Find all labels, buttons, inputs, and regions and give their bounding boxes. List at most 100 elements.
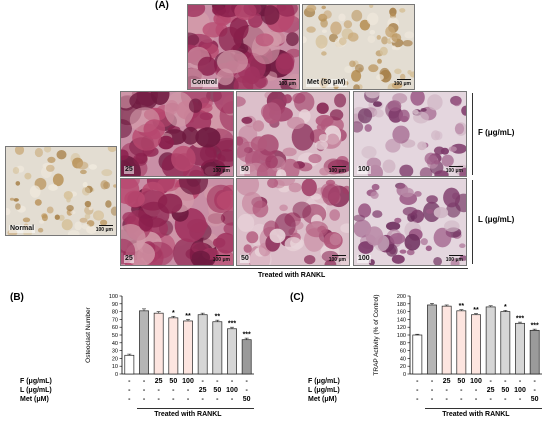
scale-bar-text: 100 μm <box>445 257 463 263</box>
y-axis-label: Osteoclast Number <box>85 306 92 362</box>
y-tick-label: 40 <box>400 356 406 362</box>
bar <box>153 312 164 375</box>
y-tick-label: 180 <box>397 302 406 308</box>
bar <box>529 329 540 375</box>
table-cell: - <box>489 378 492 385</box>
table-cell: - <box>245 378 248 385</box>
table-cell: 25 <box>154 378 163 385</box>
micrograph-caption: 25 <box>124 166 134 174</box>
bar <box>241 339 252 375</box>
table-row-label: F (μg/mL) <box>20 378 52 385</box>
scale-bar-line <box>449 255 463 256</box>
table-cell: - <box>216 378 219 385</box>
y-tick-label: 140 <box>397 317 406 323</box>
table-cell: - <box>142 387 146 394</box>
bar <box>197 314 208 375</box>
scale-bar-text: 100 μm <box>393 81 411 87</box>
scale-bar-text: 100 μm <box>445 168 463 174</box>
table-cell: 100 <box>470 378 482 385</box>
y-tick-label: 120 <box>397 325 406 331</box>
scale-bar-line <box>216 255 230 256</box>
table-cell: - <box>201 378 204 385</box>
micrograph-l-25: 25 100 μm <box>120 178 234 266</box>
micrograph-texture <box>303 5 414 89</box>
y-tick-label: 50 <box>112 333 118 339</box>
table-cell: - <box>416 378 419 385</box>
significance-mark: ** <box>473 307 479 314</box>
bar <box>124 354 135 375</box>
micrograph-texture <box>354 179 466 265</box>
micrograph-caption: 50 <box>240 166 250 174</box>
scale-bar-text: 100 μm <box>278 81 296 87</box>
table-cell: - <box>518 378 522 385</box>
y-tick-label: 0 <box>115 372 118 378</box>
table-b: F (μg/mL) - -25 50 100- - - - L (μg/mL) - - - - -25 50… <box>0 378 260 423</box>
table-cell: - <box>474 396 478 403</box>
y-tick-label: 70 <box>112 317 118 323</box>
micrograph-l-50: 50 100 μm <box>236 178 350 266</box>
table-cell: - <box>445 387 448 394</box>
table-cell: - <box>230 396 234 403</box>
table-row-label: Met (μM) <box>20 396 49 403</box>
table-cell: - <box>533 378 536 385</box>
scale-bar-line <box>332 166 346 167</box>
table-cell: - <box>430 387 434 394</box>
y-tick-label: 80 <box>112 310 118 316</box>
table-cell: 50 <box>530 396 539 403</box>
significance-mark: * <box>172 310 175 317</box>
table-cell: - <box>533 387 536 394</box>
significance-mark: ** <box>215 314 221 321</box>
bar <box>183 320 193 375</box>
bar <box>500 311 511 375</box>
significance-mark: *** <box>516 316 524 323</box>
table-cell: - <box>128 396 131 403</box>
treated-label: Treated with RANKL <box>442 411 510 418</box>
treated-underline-a <box>120 268 468 269</box>
micrograph-control: Control 100 μm <box>187 4 300 90</box>
table-cell: - <box>172 396 175 403</box>
micrograph-met: Met (50 μM) 100 μm <box>302 4 415 90</box>
table-cell: - <box>142 396 146 403</box>
table-cell: 100 <box>182 378 194 385</box>
panel-b-label: (B) <box>10 292 24 303</box>
scale-bar-text: 100 μm <box>328 257 346 263</box>
row-bracket-l <box>472 180 473 264</box>
chart-b: Osteoclast Number0102030405060708090100*… <box>85 294 254 378</box>
row-bracket-f <box>472 93 473 175</box>
scale-bar-text: 100 μm <box>95 227 113 233</box>
table-cell: - <box>504 396 507 403</box>
table-row-label: L (μg/mL) <box>308 387 340 394</box>
micrograph-texture <box>354 92 466 176</box>
y-tick-label: 30 <box>112 349 118 355</box>
micrograph-caption: Normal <box>9 225 36 233</box>
y-tick-label: 20 <box>112 356 118 362</box>
table-cell: - <box>245 387 248 394</box>
bar <box>168 317 179 375</box>
y-tick-label: 80 <box>400 341 406 347</box>
micrograph-caption: Met (50 μM) <box>306 79 347 87</box>
micrograph-caption: 50 <box>240 255 250 263</box>
panel-c-label: (C) <box>290 292 304 303</box>
significance-mark: *** <box>243 332 251 339</box>
micrograph-texture <box>237 179 349 265</box>
micrograph-caption: 100 <box>357 255 371 263</box>
table-cell: 50 <box>169 378 178 385</box>
table-cell: 100 <box>226 387 238 394</box>
micrograph-texture <box>6 147 116 235</box>
micrograph-texture <box>188 5 299 89</box>
table-cell: - <box>430 378 434 385</box>
micrograph-caption: Control <box>191 79 218 87</box>
table-cell: - <box>474 387 478 394</box>
treated-underline <box>136 408 254 409</box>
table-cell: 25 <box>442 378 451 385</box>
table-cell: - <box>186 387 190 394</box>
treated-underline <box>424 408 542 409</box>
table-cell: 50 <box>213 387 222 394</box>
y-tick-label: 100 <box>109 294 118 300</box>
table-cell: - <box>201 396 204 403</box>
micrograph-caption: 100 <box>357 166 371 174</box>
y-tick-label: 60 <box>112 325 118 331</box>
micrograph-f-50: 50 100 μm <box>236 91 350 177</box>
treated-label-a: Treated with RANKL <box>258 272 326 279</box>
micrograph-l-100: 100 100 μm <box>353 178 467 266</box>
